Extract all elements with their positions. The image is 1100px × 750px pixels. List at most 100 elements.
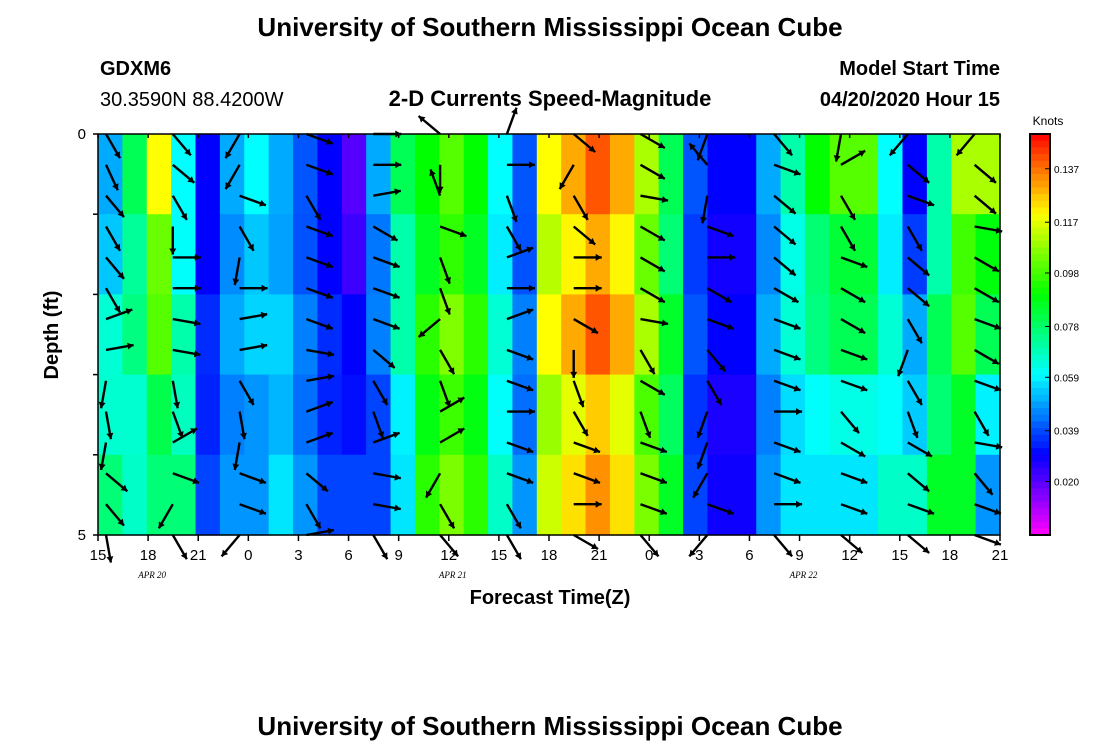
- heatmap-cell: [414, 214, 440, 295]
- current-vector: [907, 441, 933, 458]
- heatmap-cell: [804, 134, 830, 215]
- heatmap-cell: [536, 294, 562, 376]
- colorbar-segment: [1030, 167, 1050, 175]
- current-vector: [907, 503, 935, 515]
- current-vector: [172, 163, 196, 184]
- heatmap-cell: [585, 294, 611, 376]
- heatmap-cell: [658, 214, 684, 295]
- colorbar-segment: [1030, 461, 1050, 469]
- heatmap-cell: [829, 134, 855, 215]
- current-vector: [505, 107, 518, 135]
- current-vector: [973, 256, 1000, 273]
- current-vector: [840, 472, 868, 485]
- chart-subtitle: 2-D Currents Speed-Magnitude: [389, 86, 712, 111]
- heatmap-cell: [268, 374, 294, 456]
- heatmap-cell: [609, 214, 635, 295]
- current-vector: [688, 534, 709, 558]
- colorbar-segment: [1030, 514, 1050, 523]
- current-vector: [706, 349, 727, 373]
- current-vector: [907, 287, 930, 308]
- current-vector: [840, 379, 868, 392]
- heatmap-cell: [244, 374, 270, 456]
- heatmap-cell: [536, 454, 562, 536]
- heatmap-cell: [853, 294, 879, 376]
- current-vector: [171, 133, 192, 157]
- x-tick-label: 21: [190, 547, 207, 564]
- heatmap-cell: [171, 214, 197, 295]
- current-vector: [238, 380, 255, 406]
- date-label: APR 21: [438, 570, 467, 580]
- current-vector: [372, 225, 399, 242]
- heatmap-cell: [463, 374, 489, 456]
- current-vector: [773, 379, 801, 392]
- current-vector: [973, 348, 1000, 365]
- current-vector: [104, 225, 122, 252]
- colorbar-segment: [1030, 401, 1050, 409]
- heatmap-cell: [926, 294, 952, 376]
- heatmap-cell: [585, 454, 611, 536]
- heatmap-cell: [171, 294, 197, 376]
- heatmap-cell: [317, 454, 343, 536]
- heatmap-cell: [341, 294, 367, 376]
- current-vector: [639, 287, 666, 304]
- heatmap-cell: [585, 374, 611, 456]
- colorbar-segment: [1030, 441, 1050, 449]
- x-tick-label: 21: [992, 547, 1009, 564]
- current-vector: [305, 225, 334, 238]
- current-vector: [840, 318, 866, 335]
- colorbar-segment: [1030, 187, 1050, 195]
- current-vector: [429, 168, 442, 197]
- colorbar-tick-label: 0.098: [1054, 269, 1079, 280]
- current-vector: [840, 410, 860, 434]
- colorbar-segment: [1030, 394, 1050, 402]
- y-axis-label: Depth (ft): [41, 291, 63, 380]
- current-vector: [239, 284, 268, 292]
- current-vector: [506, 246, 534, 259]
- heatmap-cell: [146, 214, 172, 295]
- colorbar-segment: [1030, 227, 1050, 235]
- heatmap-cell: [780, 214, 806, 295]
- current-vector: [640, 472, 668, 485]
- current-vector: [573, 472, 601, 485]
- current-vector: [104, 287, 122, 314]
- current-vector: [417, 115, 441, 135]
- heatmap-cell: [366, 454, 392, 536]
- colorbar-tick-label: 0.078: [1054, 322, 1079, 333]
- colorbar-segment: [1030, 234, 1050, 242]
- colorbar-segment: [1030, 354, 1050, 362]
- heatmap-cell: [853, 214, 879, 295]
- current-vector: [172, 348, 201, 358]
- current-vector: [974, 379, 1002, 392]
- colorbar-segment: [1030, 381, 1050, 389]
- current-vector: [105, 256, 125, 280]
- y-tick-label: 5: [78, 527, 86, 544]
- current-vector: [239, 311, 268, 321]
- colorbar-segment: [1030, 214, 1050, 222]
- current-vector: [692, 472, 709, 499]
- current-vector: [506, 408, 535, 416]
- current-vector: [707, 253, 736, 261]
- page-title: University of Southern Mississippi Ocean…: [257, 12, 842, 42]
- heatmap-cell: [756, 134, 782, 215]
- heatmap-cell: [293, 134, 319, 215]
- heatmap-cell: [268, 214, 294, 295]
- current-vector: [573, 253, 602, 261]
- current-vector: [773, 472, 801, 485]
- current-vector: [157, 503, 174, 530]
- heatmap-cell: [219, 294, 245, 376]
- x-tick-label: 18: [140, 547, 157, 564]
- current-vector: [506, 348, 534, 361]
- heatmap-cell: [683, 294, 709, 376]
- heatmap-cell: [707, 214, 733, 295]
- heatmap-cell: [561, 454, 587, 536]
- heatmap-cell: [878, 374, 904, 456]
- colorbar-segment: [1030, 174, 1050, 182]
- x-tick-label: 6: [344, 547, 352, 564]
- current-vector: [372, 256, 401, 269]
- colorbar-segment: [1030, 334, 1050, 342]
- colorbar-tick-label: 0.039: [1054, 427, 1079, 438]
- heatmap-cell: [98, 214, 123, 295]
- current-vector: [439, 396, 465, 413]
- x-tick-label: 9: [795, 547, 803, 564]
- heatmap-cell: [731, 454, 757, 536]
